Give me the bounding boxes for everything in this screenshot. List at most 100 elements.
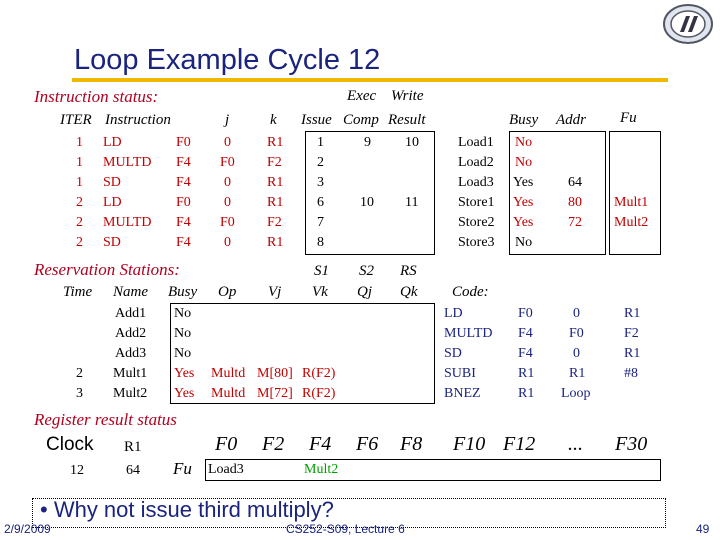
instr-k: R1 bbox=[267, 195, 284, 210]
instr-op: SD bbox=[103, 175, 121, 190]
qj-header: Qj bbox=[357, 284, 372, 300]
reg-f4: F4 bbox=[309, 433, 332, 455]
reg-f0: F0 bbox=[215, 433, 238, 455]
instr-k: F2 bbox=[267, 155, 282, 170]
clock-label: Clock bbox=[46, 434, 94, 455]
addr-header: Addr bbox=[556, 112, 586, 128]
instr-j: 0 bbox=[224, 195, 231, 210]
footer-date: 2/9/2009 bbox=[4, 522, 51, 536]
reg-f6: F6 bbox=[356, 433, 379, 455]
instr-k: F2 bbox=[267, 215, 282, 230]
code-arg-c: F2 bbox=[624, 326, 639, 341]
instr-issue: 1 bbox=[317, 135, 324, 150]
instr-j: 0 bbox=[224, 235, 231, 250]
buffer-busy: Yes bbox=[513, 175, 534, 190]
code-arg-c: #8 bbox=[624, 366, 638, 381]
code-arg-a: F4 bbox=[518, 326, 533, 341]
reg-f0-value: Load3 bbox=[208, 462, 244, 477]
buffer-name: Store3 bbox=[458, 235, 495, 250]
qk-header: Qk bbox=[400, 284, 418, 300]
page-number: 49 bbox=[696, 522, 710, 536]
rs-vk: M[80] bbox=[257, 366, 293, 381]
register-result-box bbox=[205, 459, 661, 481]
instr-op: MULTD bbox=[103, 215, 152, 230]
rs-name: Mult2 bbox=[113, 386, 148, 401]
code-arg-b: Loop bbox=[561, 386, 591, 401]
instr-result: 11 bbox=[405, 195, 419, 210]
k-header: k bbox=[270, 112, 277, 128]
buffer-name: Load1 bbox=[458, 135, 494, 150]
instruction-status-box bbox=[305, 131, 435, 255]
instr-iter: 1 bbox=[76, 175, 83, 190]
instr-issue: 8 bbox=[317, 235, 324, 250]
fu-row-label: Fu bbox=[173, 459, 192, 478]
rs-name: Mult1 bbox=[113, 366, 148, 381]
comp-header: Comp bbox=[343, 112, 379, 128]
buffer-fu-box bbox=[609, 131, 661, 255]
buffer-addr: 72 bbox=[568, 215, 582, 230]
code-arg-a: F4 bbox=[518, 346, 533, 361]
instr-j: F0 bbox=[220, 215, 235, 230]
j-header: j bbox=[225, 112, 230, 128]
instr-iter: 1 bbox=[76, 155, 83, 170]
code-arg-b: R1 bbox=[569, 366, 586, 381]
instr-j: 0 bbox=[224, 135, 231, 150]
instruction-status-label: Instruction status: bbox=[34, 87, 159, 106]
rs-vk: M[72] bbox=[257, 386, 293, 401]
reg-f2: F2 bbox=[262, 433, 285, 455]
rs-header: RS bbox=[400, 263, 417, 279]
instr-issue: 2 bbox=[317, 155, 324, 170]
code-op: BNEZ bbox=[444, 386, 481, 401]
buffer-addr: 80 bbox=[568, 195, 582, 210]
code-arg-b: F0 bbox=[569, 326, 584, 341]
result-header: Result bbox=[388, 112, 426, 128]
code-op: LD bbox=[444, 306, 463, 321]
rs-busy: No bbox=[174, 346, 192, 361]
berkeley-seal-icon bbox=[663, 4, 713, 44]
time-header: Time bbox=[63, 284, 93, 300]
instr-op: LD bbox=[103, 135, 122, 150]
code-header: Code: bbox=[452, 284, 489, 300]
op-header: Op bbox=[218, 284, 237, 300]
buffer-name: Load3 bbox=[458, 175, 494, 190]
instr-op: SD bbox=[103, 235, 121, 250]
buffer-busy-addr-box bbox=[509, 131, 606, 255]
s2-header: S2 bbox=[359, 263, 374, 279]
register-result-status-label: Register result status bbox=[34, 410, 177, 429]
vk-header: Vk bbox=[312, 284, 328, 300]
reservation-stations-box bbox=[170, 303, 435, 404]
instr-dest: F4 bbox=[176, 175, 191, 190]
buffer-busy: No bbox=[515, 135, 533, 150]
title-underline bbox=[72, 78, 668, 82]
buffer-busy: Yes bbox=[513, 215, 534, 230]
buffer-name: Store1 bbox=[458, 195, 495, 210]
rs-time: 3 bbox=[76, 386, 83, 401]
buffer-busy: Yes bbox=[513, 195, 534, 210]
r1-label: R1 bbox=[124, 439, 142, 455]
rs-name: Add3 bbox=[115, 346, 147, 361]
buffer-fu: Mult1 bbox=[614, 195, 649, 210]
rs-name: Add1 bbox=[115, 306, 147, 321]
instr-iter: 2 bbox=[76, 195, 83, 210]
question-box bbox=[32, 498, 666, 528]
question-text: • Why not issue third multiply? bbox=[40, 497, 334, 522]
write-header: Write bbox=[391, 88, 424, 104]
r1-value: 64 bbox=[126, 463, 140, 478]
code-op: SUBI bbox=[444, 366, 476, 381]
reg-ellipsis: ... bbox=[568, 433, 583, 455]
rs-busy: No bbox=[174, 306, 192, 321]
footer-course: CS252-S09, Lecture 6 bbox=[286, 522, 405, 536]
instr-k: R1 bbox=[267, 235, 284, 250]
rs-op: Multd bbox=[211, 366, 246, 381]
buffer-busy: No bbox=[515, 235, 533, 250]
instr-k: R1 bbox=[267, 175, 284, 190]
instr-issue: 3 bbox=[317, 175, 324, 190]
buffer-addr: 64 bbox=[568, 175, 582, 190]
reg-f10: F10 bbox=[453, 433, 486, 455]
code-op: SD bbox=[444, 346, 462, 361]
instr-dest: F4 bbox=[176, 155, 191, 170]
reg-f4-value: Mult2 bbox=[304, 462, 339, 477]
s1-header: S1 bbox=[314, 263, 329, 279]
clock-value: 12 bbox=[70, 463, 84, 478]
reservation-stations-label: Reservation Stations: bbox=[34, 260, 180, 279]
